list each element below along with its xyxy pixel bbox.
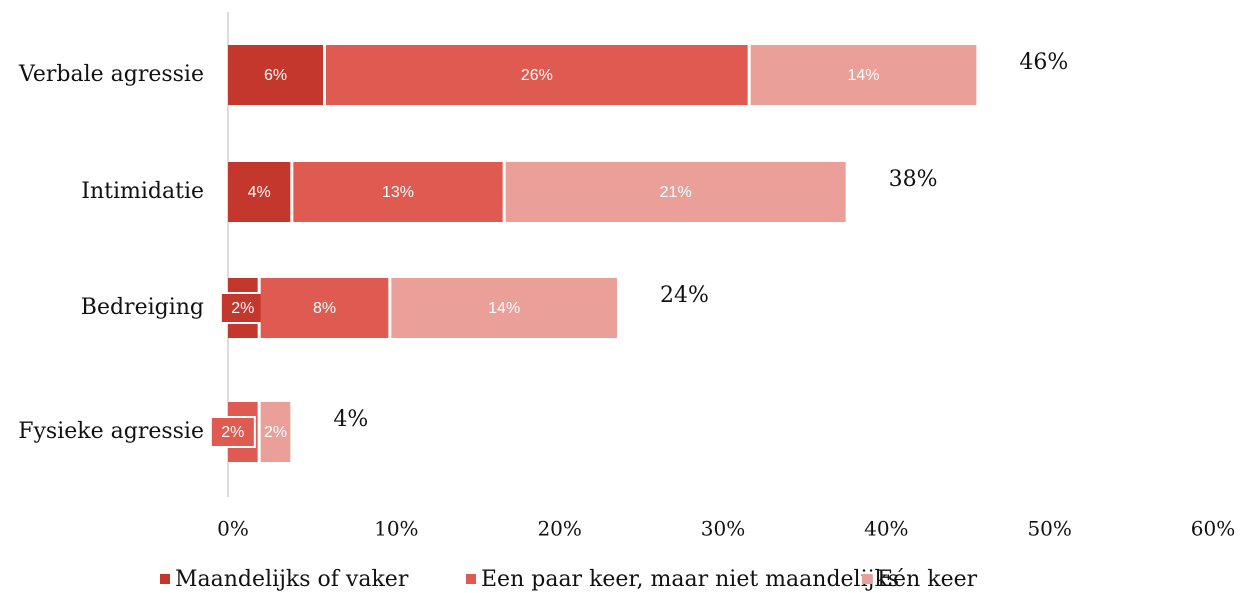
total-label: 38% (889, 167, 938, 192)
bar-segment (260, 278, 389, 338)
label-box (219, 292, 266, 324)
legend-label: Een paar keer, maar niet maandelijks (481, 567, 899, 592)
data-label: 14% (847, 67, 879, 84)
total-label: 4% (333, 407, 368, 432)
legend-swatch (466, 574, 476, 584)
x-tick-label: 50% (1027, 517, 1071, 541)
bar-segment (326, 45, 748, 105)
total-label: 46% (1019, 50, 1068, 75)
total-label: 24% (660, 283, 709, 308)
x-tick-label: 10% (374, 517, 418, 541)
data-label: 13% (382, 184, 414, 201)
x-tick-label: 60% (1191, 517, 1235, 541)
data-label: 2% (221, 424, 244, 441)
x-tick-label: 20% (537, 517, 581, 541)
data-label: 26% (521, 67, 553, 84)
data-label: 2% (231, 300, 254, 317)
legend-swatch (862, 574, 872, 584)
x-tick-label: 0% (217, 517, 249, 541)
category-label: Intimidatie (81, 179, 204, 204)
category-label: Bedreiging (81, 295, 204, 320)
x-tick-label: 40% (864, 517, 908, 541)
category-label: Fysieke agressie (18, 419, 204, 444)
bar-segment (293, 162, 503, 222)
bar-segment (505, 162, 846, 222)
data-label: 8% (313, 300, 336, 317)
data-label: 21% (660, 184, 692, 201)
legend-label: Eén keer (877, 567, 978, 592)
bar-segment (750, 45, 977, 105)
bar-segment (260, 402, 291, 462)
bar-segment (228, 45, 323, 105)
label-box (209, 416, 256, 448)
data-label: 2% (264, 424, 287, 441)
legend-label: Maandelijks of vaker (175, 567, 409, 592)
x-tick-label: 30% (701, 517, 745, 541)
bar-segment (391, 278, 617, 338)
category-label: Verbale agressie (18, 62, 204, 87)
legend-swatch (160, 574, 170, 584)
bar-segment (228, 162, 291, 222)
data-label: 4% (248, 184, 271, 201)
data-label: 14% (488, 300, 520, 317)
data-label: 6% (264, 67, 287, 84)
